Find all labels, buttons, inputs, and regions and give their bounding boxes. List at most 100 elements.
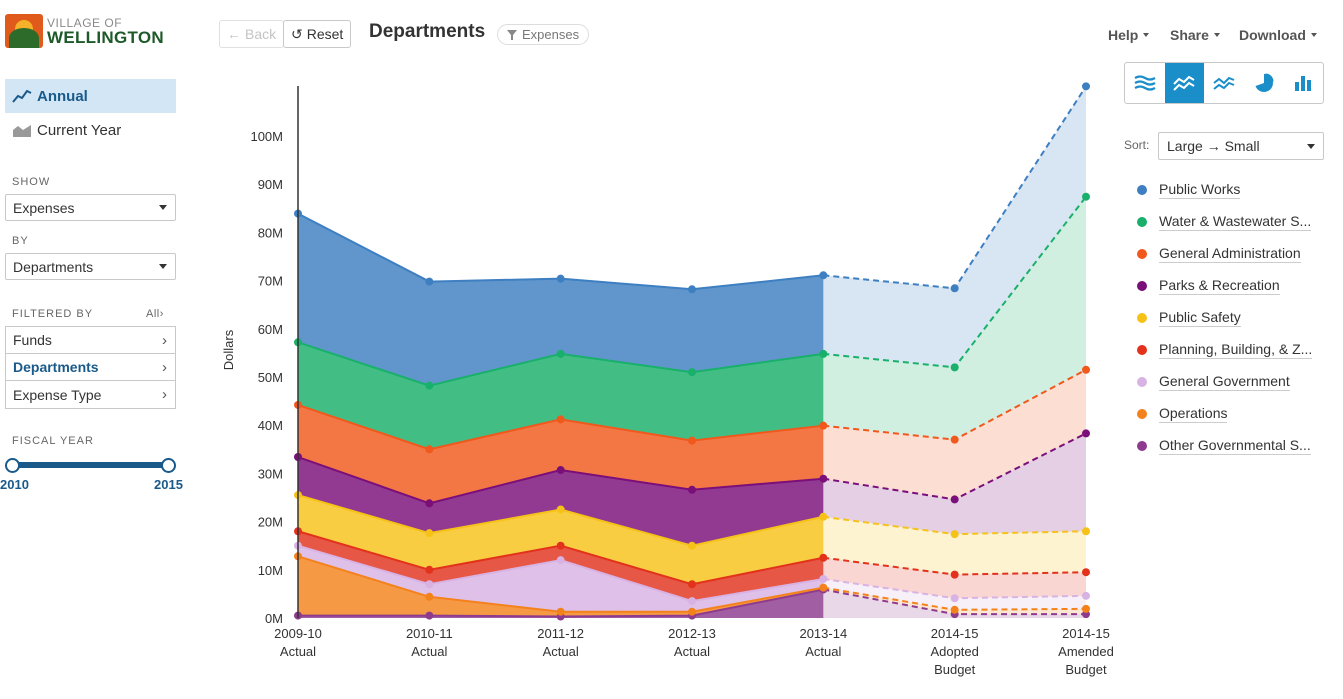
chevron-right-icon: › [162,386,167,403]
legend-item[interactable]: General Administration [1137,245,1301,263]
area-series-actual [298,404,824,504]
view-annual[interactable]: Annual [5,79,176,113]
series-line-dashed [823,85,1087,290]
caret-down-icon [1307,143,1315,149]
chart-type-pie[interactable] [1244,63,1284,103]
data-point [819,512,828,521]
by-select[interactable]: Departments [5,253,176,280]
series-line [297,494,824,547]
caret-down-icon [1143,33,1150,37]
view-current-year[interactable]: Current Year [5,113,176,147]
reset-button[interactable]: ↺ Reset [283,20,352,48]
legend-item[interactable]: Public Works [1137,181,1241,199]
area-series-actual [298,589,824,618]
data-point [819,421,828,430]
filter-departments[interactable]: Departments › [6,354,175,381]
data-point [688,436,696,445]
area-series-budget [823,589,1086,618]
data-point [688,368,696,377]
fiscal-end-handle[interactable] [161,458,176,473]
village-logo[interactable]: VILLAGE OF WELLINGTON [5,14,164,48]
y-tick-label: 90M [258,177,283,192]
series-line-dashed [823,368,1087,441]
area-series-actual [298,457,824,546]
back-button-label: Back [245,26,277,42]
chart-type-stacked-area[interactable] [1164,63,1205,103]
series-line [298,588,824,618]
area-series-actual [298,213,824,386]
arrow-left-icon: ← [227,26,241,42]
funnel-icon [507,29,517,40]
legend-item[interactable]: General Government [1137,373,1290,391]
data-point [1082,527,1090,536]
x-tick-label: Amended [1058,644,1114,659]
stacked-area-icon [1173,75,1195,91]
area-series-actual [298,545,824,612]
data-point [950,435,959,444]
by-select-value: Departments [13,258,94,275]
legend-label: General Administration [1159,245,1301,263]
y-tick-label: 100M [250,129,283,144]
show-select[interactable]: Expenses [5,194,176,221]
chart-type-stream[interactable] [1125,63,1165,103]
logo-line-1: VILLAGE OF [47,15,123,30]
filter-chip[interactable]: Expenses [497,24,590,45]
data-point [1082,365,1090,374]
legend-label: Other Governmental S... [1159,437,1311,455]
data-point [819,574,828,583]
chart-type-line[interactable] [1204,63,1244,103]
legend-label: Water & Wastewater S... [1159,213,1312,231]
palm-sun-logo-icon [5,14,43,48]
share-menu[interactable]: Share [1170,27,1220,43]
show-label: SHOW [12,176,51,188]
data-point [425,499,434,508]
area-series-actual [298,342,824,450]
all-filters-link[interactable]: All› [146,308,164,320]
fiscal-start-value: 2010 [0,477,29,492]
download-menu[interactable]: Download [1239,27,1317,43]
area-series-budget [823,578,1086,610]
legend-item[interactable]: Planning, Building, & Z... [1137,341,1313,359]
x-tick-label: Actual [411,644,447,659]
legend-label: Public Works [1159,181,1241,199]
caret-down-icon [159,205,167,210]
filter-funds-label: Funds [13,332,52,348]
legend-item[interactable]: Parks & Recreation [1137,277,1280,295]
legend-item[interactable]: Operations [1137,405,1228,423]
legend-item[interactable]: Water & Wastewater S... [1137,213,1312,231]
sort-to: Small [1224,138,1260,154]
filter-funds[interactable]: Funds › [6,327,175,354]
filter-expense-type[interactable]: Expense Type › [6,381,175,408]
data-point [556,541,565,550]
legend-item[interactable]: Other Governmental S... [1137,437,1311,455]
area-series-budget [823,196,1086,440]
sort-from: Large [1167,138,1203,154]
data-point [688,541,696,550]
data-point [294,209,302,218]
legend-swatch [1137,185,1147,195]
area-series-budget [823,369,1086,500]
help-menu[interactable]: Help [1108,27,1150,43]
back-button[interactable]: ← Back [219,20,285,48]
chart-type-bar[interactable] [1283,63,1323,103]
line-trend-icon [12,89,32,103]
legend-swatch [1137,441,1147,451]
chevron-right-icon: › [159,308,164,320]
data-point [425,611,434,620]
y-tick-label: 30M [258,466,283,481]
stream-chart-icon [1134,75,1156,91]
fiscal-year-slider[interactable] [12,462,169,468]
data-point [819,271,828,280]
x-tick-label: 2014-15 [931,626,979,641]
sort-select[interactable]: Large → Small [1158,132,1324,160]
chart-type-switcher [1124,62,1324,104]
y-tick-label: 60M [258,322,283,337]
legend-item[interactable]: Public Safety [1137,309,1241,327]
data-point [950,594,959,603]
data-point [1082,429,1090,438]
y-axis-label: Dollars [221,329,236,370]
data-point [688,607,696,616]
data-point [950,610,959,619]
fiscal-start-handle[interactable] [5,458,20,473]
area-series-actual [298,531,824,602]
